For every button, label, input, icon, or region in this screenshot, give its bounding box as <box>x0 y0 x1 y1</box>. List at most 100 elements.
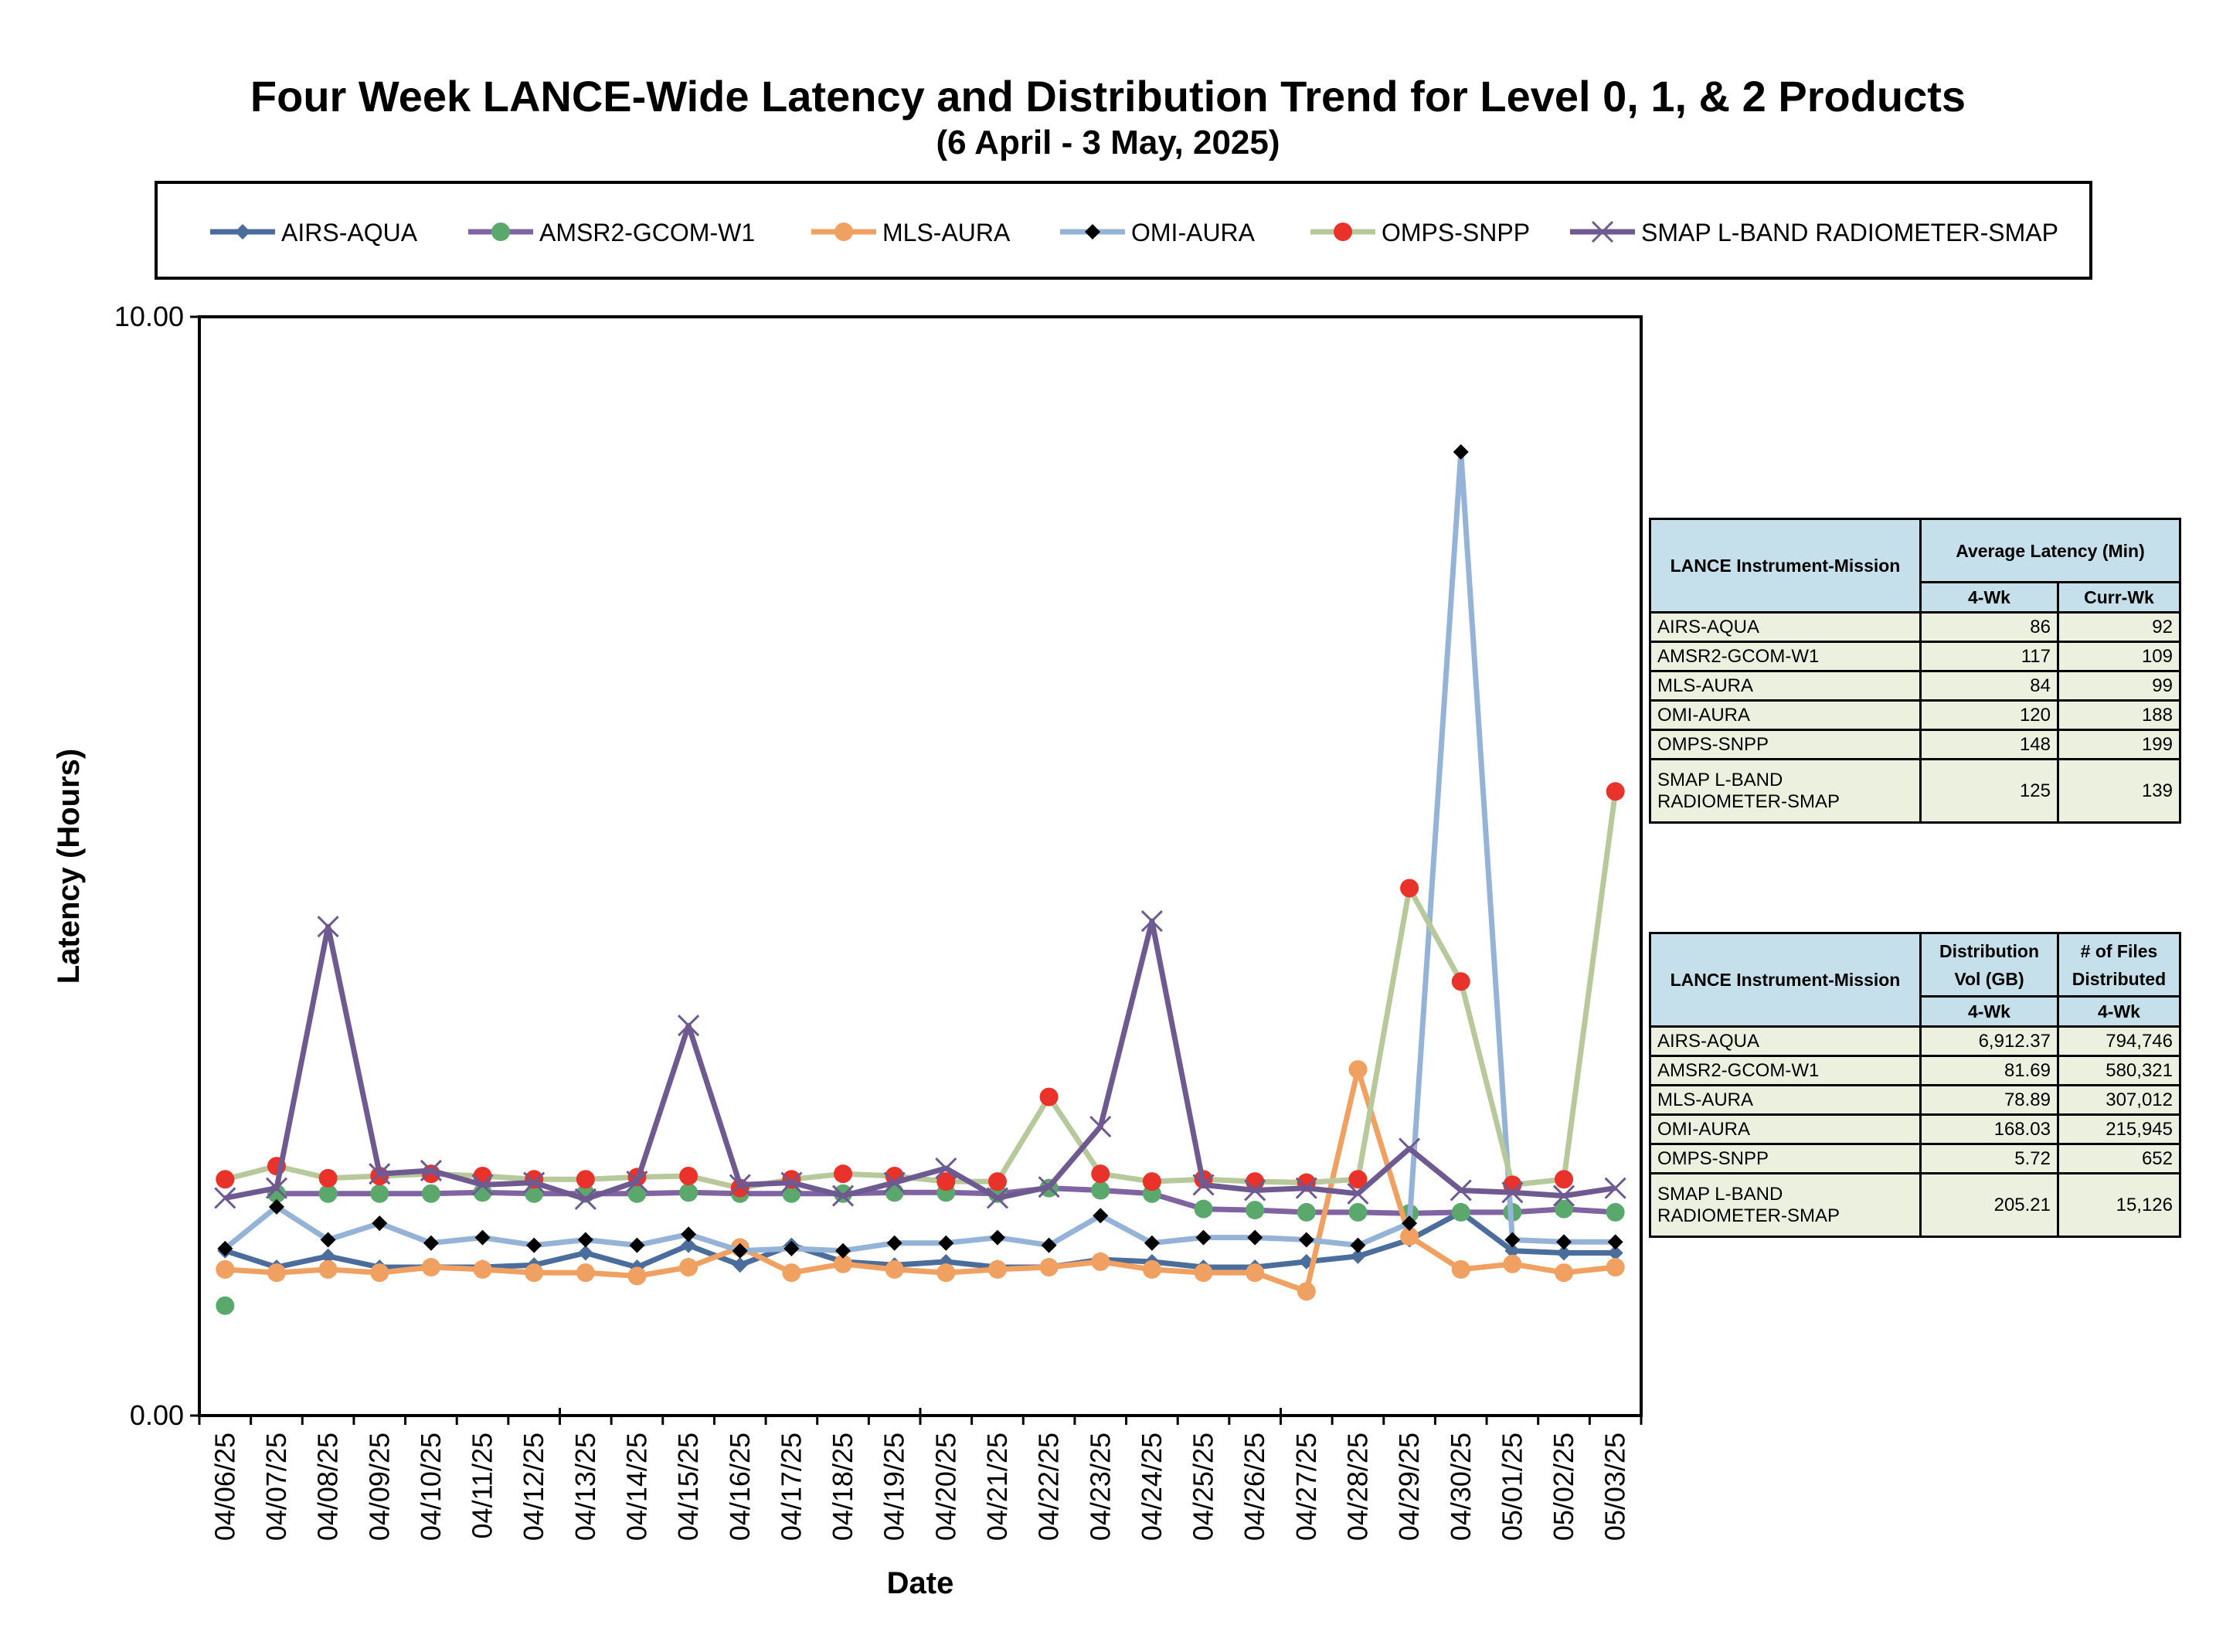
data-point <box>1348 1202 1368 1222</box>
data-point <box>1504 1232 1521 1248</box>
series-line-4 <box>224 790 1619 1191</box>
data-point <box>629 1237 645 1253</box>
latency-table-row: OMPS-SNPP 148 199 <box>1649 729 2181 760</box>
x-tick-label: 04/22/25 <box>1033 1433 1065 1541</box>
dist-table-sub-files: 4-Wk <box>2057 995 2181 1028</box>
distribution-table-cell-files: 215,945 <box>2057 1113 2181 1145</box>
latency-table-cell-name: SMAP L-BAND RADIOMETER-SMAP <box>1649 758 1922 824</box>
distribution-table-cell-vol: 5.72 <box>1919 1143 2059 1174</box>
latency-table-cell-wk4: 148 <box>1919 729 2059 760</box>
data-point <box>267 1263 286 1283</box>
distribution-table-cell-vol: 81.69 <box>1919 1055 2059 1086</box>
data-point <box>370 1263 389 1283</box>
latency-table-cell-name: MLS-AURA <box>1649 670 1922 702</box>
data-point <box>1041 1237 1057 1253</box>
data-point <box>1350 1237 1366 1253</box>
latency-table-cell-name: AIRS-AQUA <box>1649 611 1922 643</box>
data-point <box>577 1232 593 1248</box>
latency-table-cell-wk4: 120 <box>1919 699 2059 731</box>
distribution-table-row: AIRS-AQUA 6,912.37 794,746 <box>1649 1025 2181 1057</box>
data-point <box>831 1185 855 1207</box>
data-point <box>679 1167 698 1186</box>
latency-table-cell-curr: 109 <box>2057 641 2181 672</box>
data-point <box>1604 1177 1626 1199</box>
data-point <box>1606 1258 1625 1277</box>
data-point <box>574 1188 596 1210</box>
legend-label: OMI-AURA <box>1131 219 1256 246</box>
distribution-table-cell-name: SMAP L-BAND RADIOMETER-SMAP <box>1649 1172 1922 1238</box>
data-point <box>1295 1177 1317 1199</box>
chart-title: Four Week LANCE-Wide Latency and Distrib… <box>250 72 1966 121</box>
latency-table-sub-currwk: Curr-Wk <box>2057 581 2181 614</box>
x-tick-label: 04/25/25 <box>1188 1433 1219 1541</box>
data-point <box>835 1242 851 1259</box>
data-point <box>576 1170 595 1189</box>
legend-label: SMAP L-BAND RADIOMETER-SMAP <box>1641 219 2058 246</box>
data-point <box>1556 1234 1572 1250</box>
x-tick-label: 04/29/25 <box>1393 1433 1425 1541</box>
latency-table-row: SMAP L-BAND RADIOMETER-SMAP 125 139 <box>1649 758 2181 824</box>
distribution-table-row: MLS-AURA 78.89 307,012 <box>1649 1084 2181 1116</box>
x-tick-label: 04/16/25 <box>724 1433 756 1541</box>
data-point <box>1142 1259 1161 1279</box>
distribution-table-cell-name: MLS-AURA <box>1649 1084 1922 1116</box>
legend-marker <box>235 224 250 240</box>
x-tick-label: 04/23/25 <box>1084 1433 1116 1541</box>
data-point <box>780 1171 803 1194</box>
legend-label: MLS-AURA <box>882 219 1011 246</box>
data-point <box>525 1184 544 1203</box>
data-point <box>936 1172 956 1191</box>
distribution-table-cell-files: 580,321 <box>2057 1055 2181 1086</box>
data-point <box>1556 1245 1572 1261</box>
data-point <box>1607 1234 1623 1250</box>
latency-table-cell-wk4: 125 <box>1919 758 2059 824</box>
distribution-table-cell-files: 652 <box>2057 1143 2181 1174</box>
data-point <box>681 1226 697 1242</box>
data-point <box>834 1254 853 1273</box>
data-point <box>1247 1229 1263 1246</box>
legend-label: AMSR2-GCOM-W1 <box>539 219 755 246</box>
x-tick-label: 04/24/25 <box>1136 1433 1167 1541</box>
data-point <box>216 1259 235 1279</box>
data-point <box>1297 1282 1316 1301</box>
x-tick-label: 04/06/25 <box>209 1433 240 1541</box>
x-tick-label: 04/27/25 <box>1290 1433 1322 1541</box>
x-tick-label: 04/21/25 <box>981 1433 1013 1541</box>
latency-table-cell-name: AMSR2-GCOM-W1 <box>1649 641 1922 672</box>
data-point <box>265 1177 288 1199</box>
data-point <box>627 1184 647 1203</box>
data-point <box>1504 1242 1521 1259</box>
data-point <box>1093 1208 1109 1224</box>
data-point <box>938 1235 954 1251</box>
average-latency-table: LANCE Instrument-Mission Average Latency… <box>1649 518 2181 824</box>
data-point <box>1555 1170 1574 1189</box>
data-point <box>783 1240 800 1256</box>
dist-table-header-vol: Distribution Vol (GB) <box>1919 932 2059 998</box>
data-point <box>1246 1201 1265 1220</box>
distribution-table-cell-files: 794,746 <box>2057 1025 2181 1057</box>
data-point <box>372 1215 388 1232</box>
distribution-table-cell-name: OMI-AURA <box>1649 1113 1922 1145</box>
x-tick-label: 04/13/25 <box>569 1433 601 1541</box>
data-point <box>317 916 339 938</box>
data-point <box>936 1263 956 1283</box>
data-point <box>732 1257 748 1273</box>
data-point <box>320 1248 336 1264</box>
data-point <box>886 1235 902 1251</box>
x-tick-label: 04/18/25 <box>827 1433 858 1541</box>
x-axis-label: Date <box>887 1566 954 1600</box>
data-point <box>420 1159 442 1181</box>
x-tick-label: 04/10/25 <box>415 1433 447 1541</box>
data-point <box>1140 910 1163 933</box>
legend-marker <box>491 223 510 241</box>
latency-table-sub-4wk: 4-Wk <box>1919 581 2059 614</box>
distribution-table-cell-name: AIRS-AQUA <box>1649 1025 1922 1057</box>
latency-table-row: OMI-AURA 120 188 <box>1649 699 2181 731</box>
data-point <box>782 1263 801 1283</box>
distribution-table-row: OMI-AURA 168.03 215,945 <box>1649 1113 2181 1145</box>
data-point <box>782 1184 801 1203</box>
data-point <box>577 1245 593 1261</box>
data-point <box>626 1171 648 1193</box>
legend-marker <box>1591 220 1614 243</box>
